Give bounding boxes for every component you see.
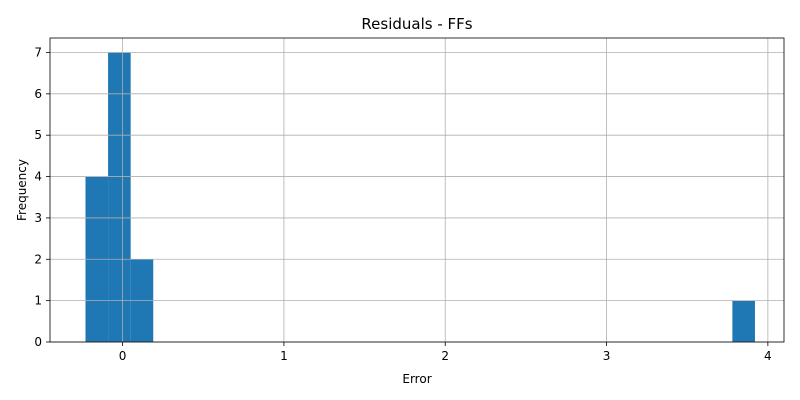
grid bbox=[50, 38, 784, 343]
x-tick-label: 4 bbox=[764, 349, 772, 363]
y-tick-label: 1 bbox=[34, 294, 42, 308]
x-tick-label: 1 bbox=[280, 349, 288, 363]
y-tick-label: 6 bbox=[34, 87, 42, 101]
ticks: 0 1 2 3 4 0 1 2 3 4 5 6 7 bbox=[34, 45, 771, 363]
axes-frame bbox=[49, 37, 785, 343]
x-axis-label: Error bbox=[402, 372, 431, 386]
chart-title: Residuals - FFs bbox=[361, 15, 472, 33]
y-tick-label: 2 bbox=[34, 252, 42, 266]
y-tick-label: 5 bbox=[34, 128, 42, 142]
x-tick-label: 2 bbox=[441, 349, 449, 363]
histogram-bar bbox=[108, 52, 131, 342]
bars bbox=[85, 52, 755, 342]
x-tick-label: 3 bbox=[603, 349, 611, 363]
x-tick-label: 0 bbox=[119, 349, 127, 363]
y-tick-label: 7 bbox=[34, 45, 42, 59]
histogram-bar bbox=[732, 300, 755, 342]
y-tick-label: 3 bbox=[34, 211, 42, 225]
y-axis-label: Frequency bbox=[15, 159, 29, 221]
y-tick-label: 0 bbox=[34, 335, 42, 349]
y-tick-label: 4 bbox=[34, 170, 42, 184]
